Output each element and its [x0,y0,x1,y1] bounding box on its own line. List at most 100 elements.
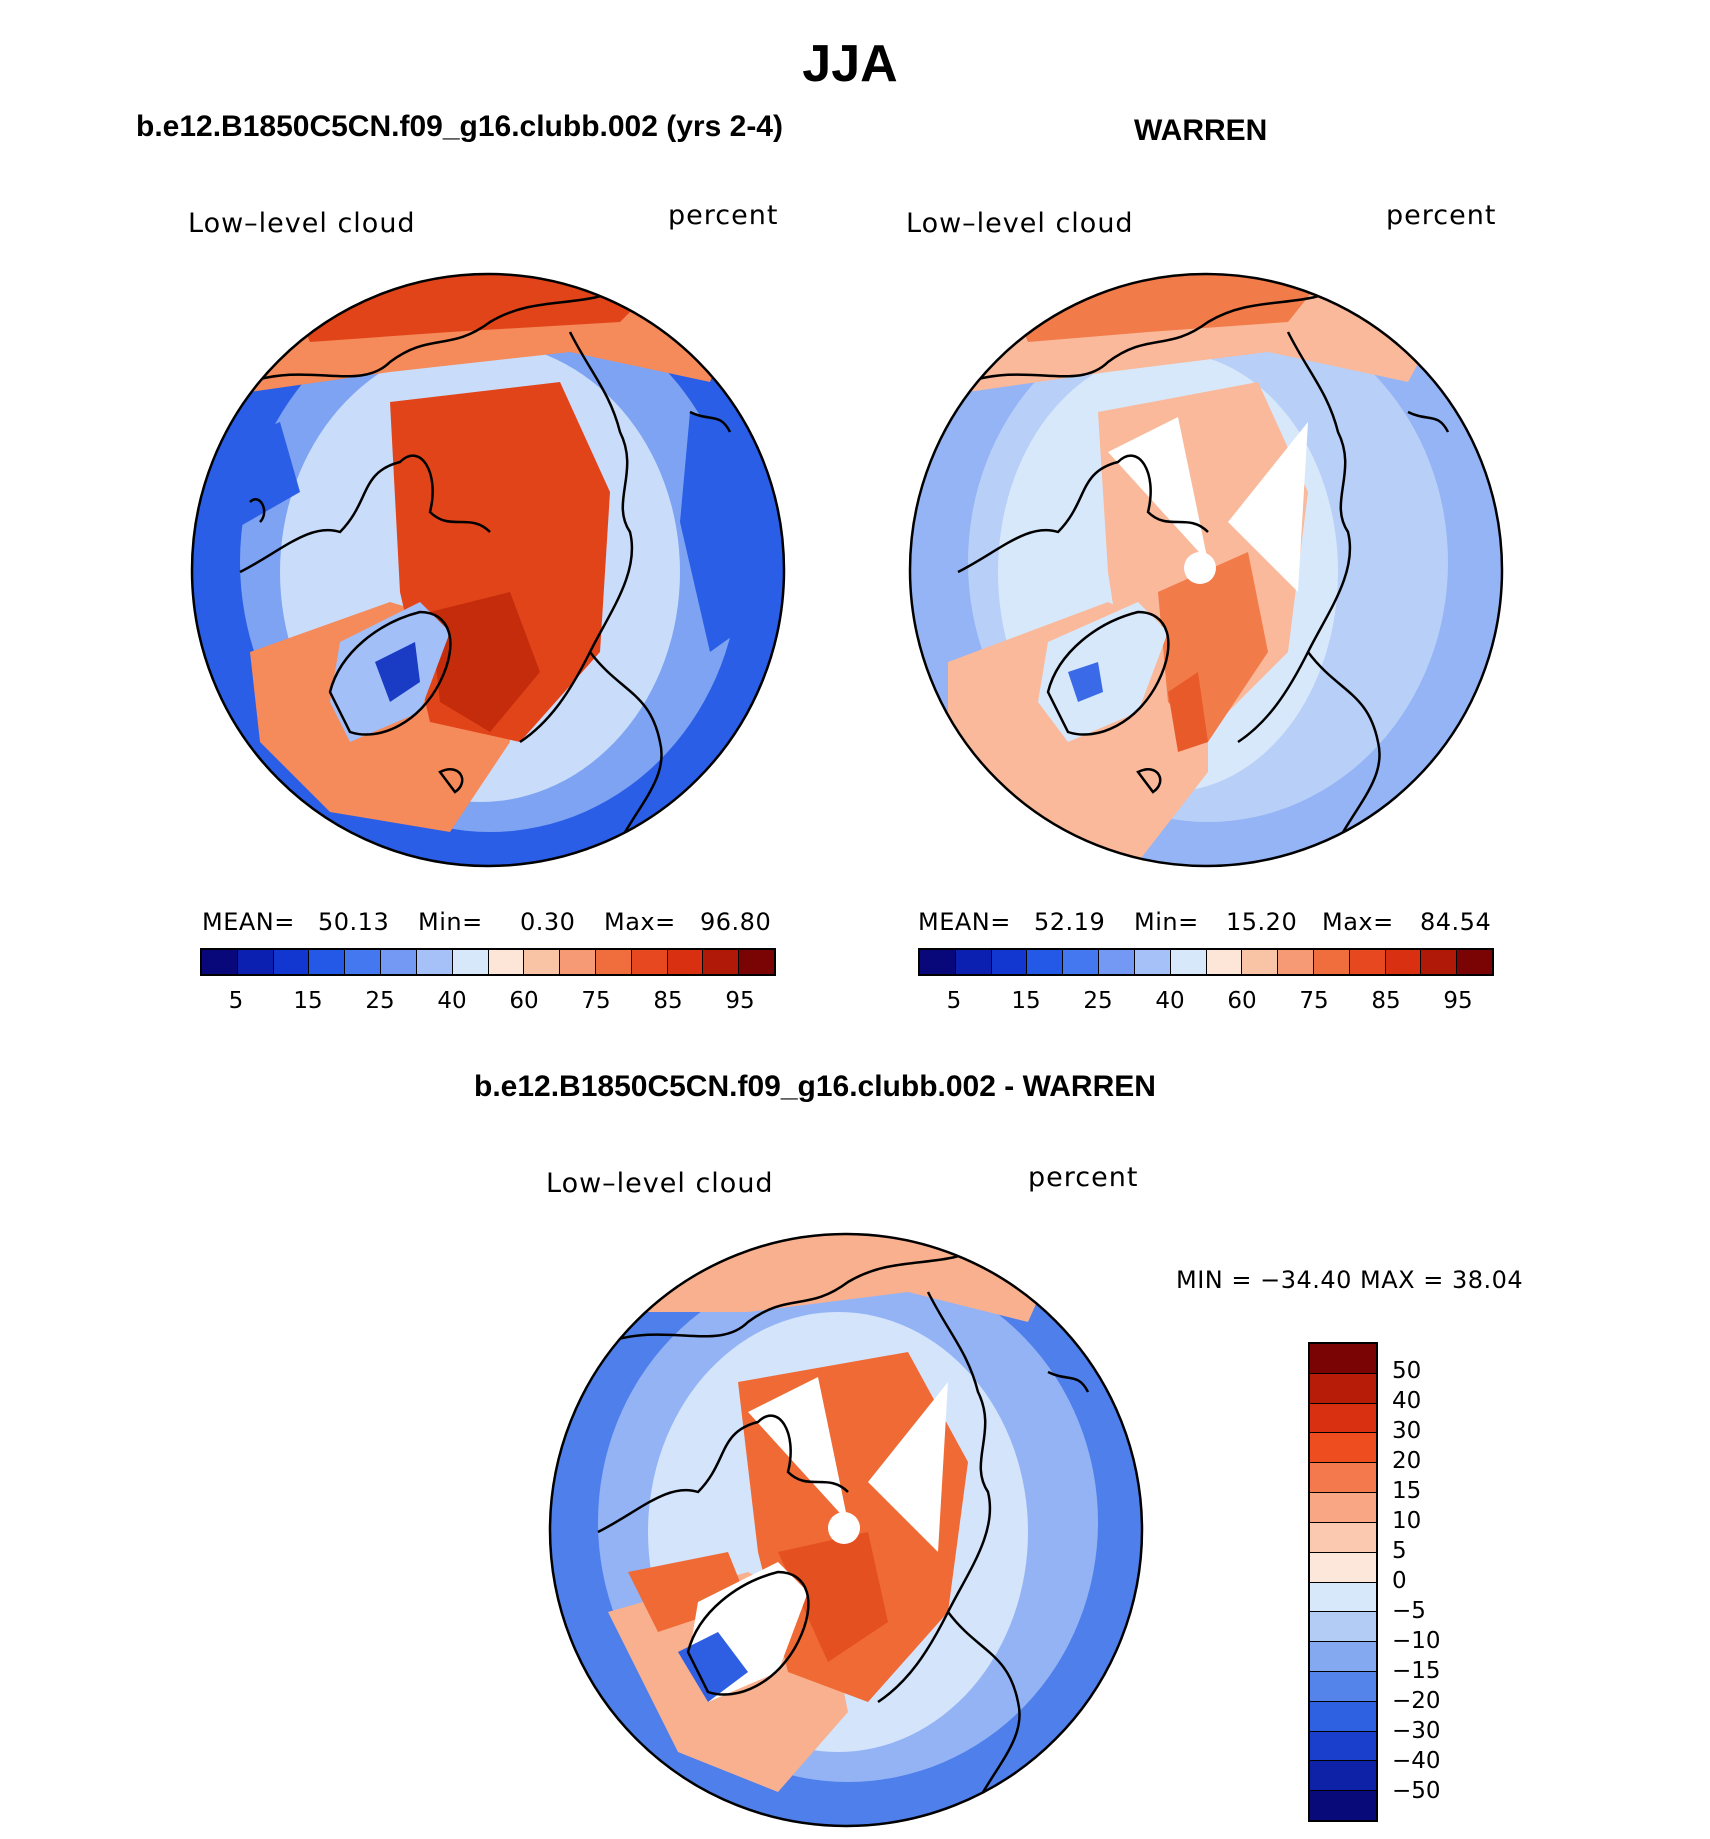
colorbar-segment [1310,1791,1376,1820]
colorbar-segment [1310,1552,1376,1583]
map-missing-data [1108,417,1308,592]
left-variable-label: Low–level cloud [188,208,416,239]
left-panel-title: b.e12.B1850C5CN.f09_g16.clubb.002 (yrs 2… [136,110,783,143]
left-max-value: 96.80 [700,908,772,936]
colorbar-tick-label: 60 [1227,988,1257,1014]
left-max-label: Max= [604,908,676,936]
colorbar-tick-label: 5 [1392,1538,1407,1564]
colorbar-tick-label: 40 [1155,988,1185,1014]
colorbar-tick-label: −5 [1392,1598,1426,1624]
colorbar-segment [1310,1612,1376,1643]
colorbar-segment [1310,1642,1376,1672]
right-max-label: Max= [1322,908,1394,936]
colorbar-segment [1310,1671,1376,1702]
colorbar-segment [1349,950,1386,974]
coastlines [239,280,732,863]
colorbar-segment [1385,950,1422,974]
colorbar-tick-label: −10 [1392,1628,1441,1654]
colorbar-segment [1310,1761,1376,1792]
colorbar-segment [920,950,956,974]
map-ocean-patch [210,422,300,532]
map-greenland-core [375,642,420,702]
colorbar-segment [452,950,489,974]
map-arctic-core [430,592,540,732]
map-pole-hole [1184,552,1216,584]
right-mean-value: 52.19 [1034,908,1106,936]
right-min-value: 15.20 [1226,908,1298,936]
colorbar-tick-label: 20 [1392,1448,1422,1474]
left-colorbar [200,948,776,976]
colorbar-segment [1278,950,1314,974]
colorbar-tick-label: 30 [1392,1418,1422,1444]
colorbar-segment [309,950,346,974]
right-polar-map [908,272,1504,868]
colorbar-segment [1457,950,1492,974]
colorbar-segment [1310,1522,1376,1553]
colorbar-tick-label: 15 [293,988,323,1014]
colorbar-tick-label: 60 [509,988,539,1014]
diff-polar-map [548,1232,1144,1828]
colorbar-segment [739,950,774,974]
coastlines [957,280,1450,863]
colorbar-tick-label: 15 [1011,988,1041,1014]
diff-panel-title: b.e12.B1850C5CN.f09_g16.clubb.002 - WARR… [474,1070,1156,1103]
colorbar-segment [1063,950,1100,974]
colorbar-tick-label: 75 [1299,988,1329,1014]
map-ocean-patch-east [680,412,780,652]
colorbar-segment [1206,950,1243,974]
map-greenland-core [678,1632,748,1702]
right-mean-label: MEAN= [918,908,1011,936]
colorbar-tick-label: 0 [1392,1568,1407,1594]
map-arctic-core [778,1532,888,1662]
right-max-value: 84.54 [1420,908,1492,936]
left-min-label: Min= [418,908,483,936]
colorbar-segment [202,950,238,974]
colorbar-tick-label: 85 [653,988,683,1014]
colorbar-tick-label: −30 [1392,1718,1441,1744]
left-polar-map [190,272,786,868]
right-min-label: Min= [1134,908,1199,936]
diff-units-label: percent [1028,1162,1139,1193]
colorbar-segment [1313,950,1350,974]
colorbar-segment [1310,1403,1376,1434]
colorbar-segment [237,950,274,974]
colorbar-segment [1242,950,1279,974]
colorbar-segment [1310,1373,1376,1404]
colorbar-segment [1099,950,1135,974]
colorbar-tick-label: 5 [946,988,962,1014]
colorbar-tick-label: 5 [228,988,244,1014]
colorbar-segment [1310,1463,1376,1494]
colorbar-tick-label: 25 [1083,988,1113,1014]
right-variable-label: Low–level cloud [906,208,1134,239]
map-pole-hole [828,1512,860,1544]
colorbar-segment [416,950,453,974]
diff-minmax: MIN = −34.40 MAX = 38.04 [1176,1266,1524,1294]
colorbar-tick-label: 25 [365,988,395,1014]
colorbar-segment [273,950,310,974]
colorbar-segment [1134,950,1171,974]
colorbar-tick-label: 75 [581,988,611,1014]
colorbar-tick-label: 95 [725,988,755,1014]
map-arctic-deep [1168,672,1208,752]
colorbar-segment [991,950,1028,974]
right-panel-title: WARREN [1134,114,1268,147]
colorbar-tick-label: −20 [1392,1688,1441,1714]
figure-title: JJA [802,35,898,93]
colorbar-tick-label: −15 [1392,1658,1441,1684]
colorbar-segment [1310,1582,1376,1613]
colorbar-segment [1310,1493,1376,1523]
colorbar-tick-label: 15 [1392,1478,1422,1504]
colorbar-tick-label: −40 [1392,1748,1441,1774]
colorbar-segment [488,950,525,974]
left-units-label: percent [668,200,779,231]
diff-colorbar [1308,1342,1378,1822]
colorbar-tick-label: 10 [1392,1508,1422,1534]
right-units-label: percent [1386,200,1497,231]
colorbar-tick-label: 85 [1371,988,1401,1014]
colorbar-segment [381,950,417,974]
diff-variable-label: Low–level cloud [546,1168,774,1199]
left-min-value: 0.30 [520,908,576,936]
left-mean-value: 50.13 [318,908,390,936]
colorbar-tick-label: 40 [1392,1388,1422,1414]
colorbar-segment [667,950,704,974]
